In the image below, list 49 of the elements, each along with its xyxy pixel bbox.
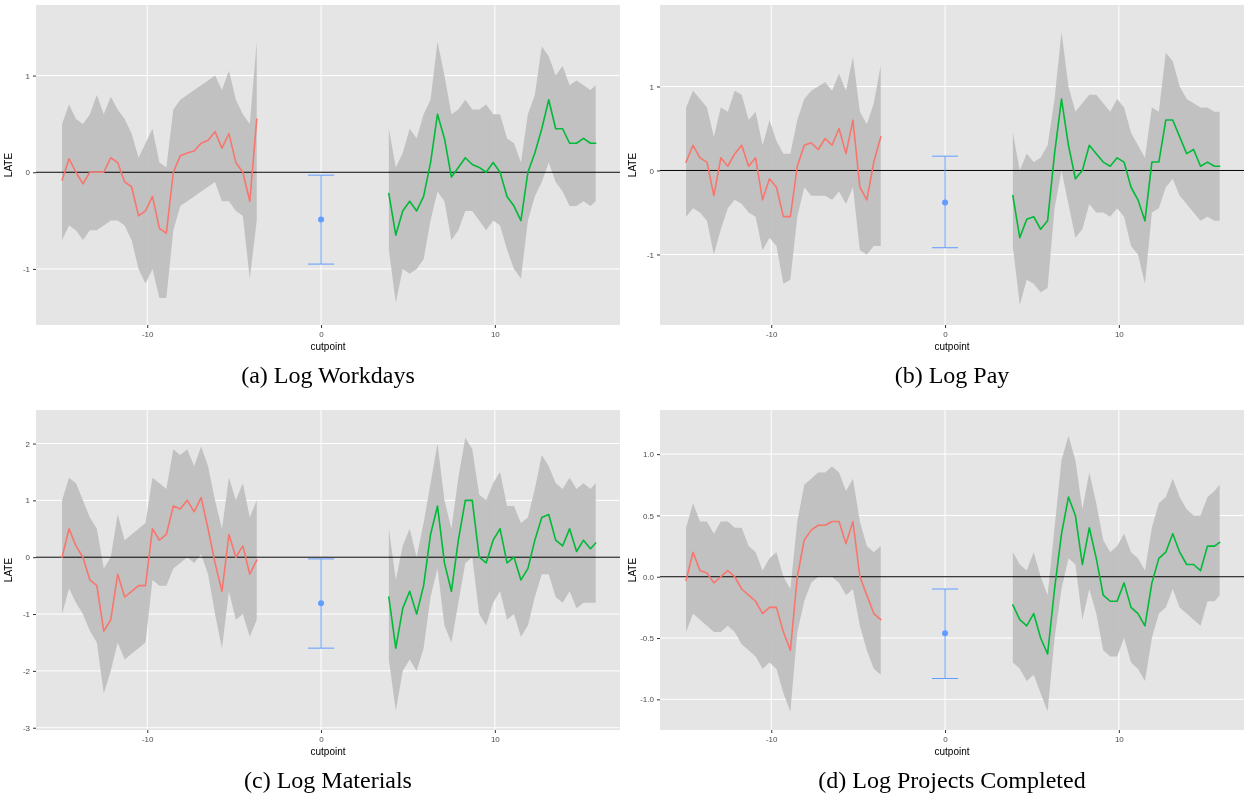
line-series	[388, 98, 597, 236]
x-tick-label: 0	[319, 734, 325, 744]
x-axis-title: cutpoint	[934, 341, 970, 352]
x-tick-label: 10	[1114, 329, 1125, 339]
line-series	[685, 520, 882, 652]
text: (c) Log Materials	[244, 767, 412, 793]
text: (d) Log Projects Completed	[818, 767, 1086, 793]
line-series	[61, 118, 258, 234]
x-tick-label: 0	[943, 329, 949, 339]
y-tick-label: 1	[649, 82, 655, 92]
y-axis-title: LATE	[3, 557, 14, 583]
y-tick-label: -1	[22, 610, 31, 620]
line-series	[685, 119, 882, 218]
y-tick-label: 0	[25, 553, 31, 563]
x-axis-title: cutpoint	[310, 341, 346, 352]
y-tick-label: -1.0	[640, 695, 655, 705]
x-axis-title: cutpoint	[310, 746, 346, 757]
x-tick-label: -10	[141, 329, 155, 339]
y-axis-title: LATE	[627, 557, 638, 583]
y-axis-title: LATE	[3, 152, 14, 178]
x-tick-label: 0	[319, 329, 325, 339]
y-tick-label: -3	[22, 723, 31, 733]
y-tick-label: 0	[25, 168, 31, 178]
x-tick-label: 10	[490, 734, 501, 744]
x-tick-label: 0	[943, 734, 949, 744]
y-tick-label: -0.5	[640, 634, 655, 644]
x-tick-label: -10	[141, 734, 155, 744]
y-tick-label: 0.0	[642, 572, 655, 582]
x-axis-title: cutpoint	[934, 746, 970, 757]
y-tick-label: -1	[22, 264, 31, 274]
x-tick-label: -10	[765, 734, 779, 744]
y-tick-label: 1	[25, 496, 31, 506]
y-axis-title: LATE	[627, 152, 638, 178]
line-series	[388, 499, 597, 649]
x-tick-label: 10	[1114, 734, 1125, 744]
y-tick-label: 1.0	[642, 450, 655, 460]
line-series	[61, 496, 258, 632]
line-series	[1012, 98, 1221, 239]
y-tick-label: 1	[25, 71, 31, 81]
line-series	[1012, 496, 1221, 655]
text: (b) Log Pay	[894, 362, 1010, 388]
y-tick-label: 0.5	[642, 511, 655, 521]
x-tick-label: -10	[765, 329, 779, 339]
x-tick-label: 10	[490, 329, 501, 339]
y-tick-label: -1	[646, 250, 655, 260]
y-tick-label: 2	[25, 439, 31, 449]
y-tick-label: 0	[649, 166, 655, 176]
text: (a) Log Workdays	[241, 362, 415, 388]
y-tick-label: -2	[22, 666, 31, 676]
